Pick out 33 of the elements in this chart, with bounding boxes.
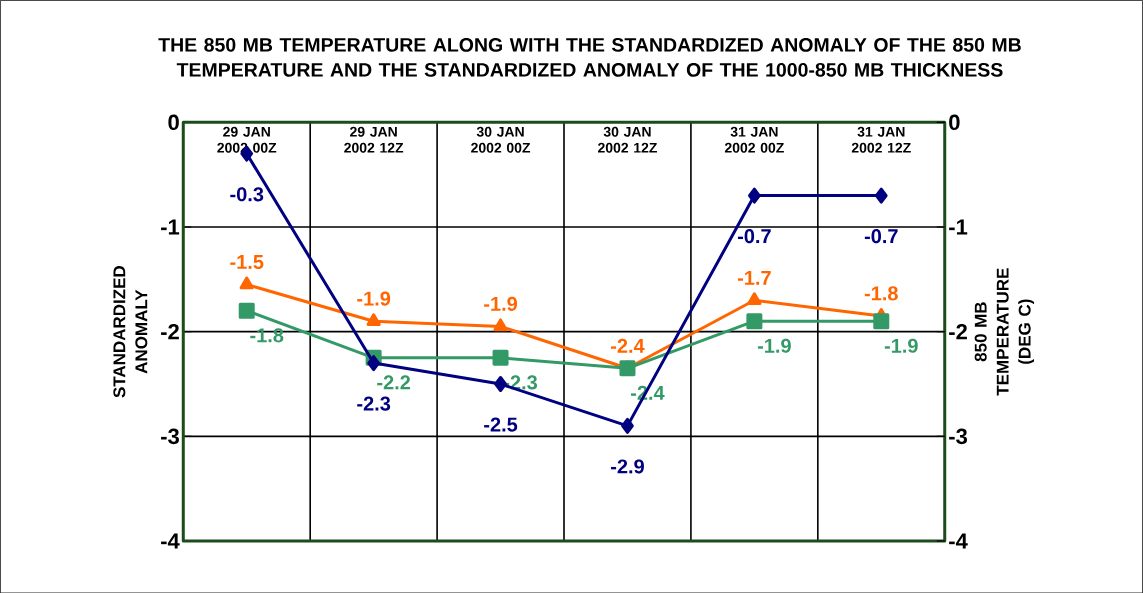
- x-tick-label: 30 JAN 2002 00Z: [471, 126, 531, 153]
- data-label: -1.5: [230, 254, 264, 269]
- data-label: -2.2: [377, 375, 411, 390]
- data-label: -1.9: [884, 338, 918, 353]
- y2-tick-label: -4: [949, 533, 968, 549]
- data-label: -2.9: [611, 459, 644, 474]
- x-tick-label: 30 JAN 2002 12Z: [598, 126, 657, 153]
- chart-title: THE 850 MB TEMPERATURE ALONG WITH THE STANDARDIZED ANOMALY OF THE 850 MB TEMPERATURE AND THE STANDARDIZED ANOMALY OF THE 1000-850 MB THICKNESS: [158, 37, 1021, 77]
- data-label: -0.3: [230, 187, 264, 202]
- y2-tick-label: -1: [949, 219, 968, 235]
- data-label: -2.3: [357, 396, 391, 411]
- x-tick-label: 31 JAN 2002 12Z: [851, 126, 911, 153]
- y2-tick-label: 0: [949, 114, 960, 130]
- y-tick-label: -3: [161, 428, 179, 444]
- y-tick-label: -1: [161, 219, 180, 235]
- x-tick-label: 29 JAN 2002 12Z: [344, 126, 404, 153]
- y2-tick-label: -2: [949, 323, 967, 340]
- y-tick-label: -4: [161, 533, 180, 549]
- y2-axis-title: 850 MB TEMPERATURE (DEG C): [974, 268, 1035, 396]
- y-tick-label: 0: [168, 114, 179, 130]
- data-label: -1.7: [737, 270, 771, 285]
- y-tick-label: -2: [161, 323, 179, 340]
- y-axis-title: STANDARDIZED ANOMALY: [113, 265, 148, 398]
- data-label: -2.5: [484, 417, 518, 432]
- data-label: -2.4: [611, 338, 645, 353]
- x-tick-label: 31 JAN 2002 00Z: [724, 126, 784, 153]
- data-label: -1.9: [484, 296, 518, 311]
- data-label: -1.9: [357, 291, 391, 306]
- data-label: -0.7: [737, 228, 771, 244]
- data-label: -0.7: [864, 228, 898, 244]
- data-label: -1.9: [757, 338, 791, 353]
- data-label: -1.8: [864, 286, 898, 301]
- y2-tick-label: -3: [949, 428, 968, 444]
